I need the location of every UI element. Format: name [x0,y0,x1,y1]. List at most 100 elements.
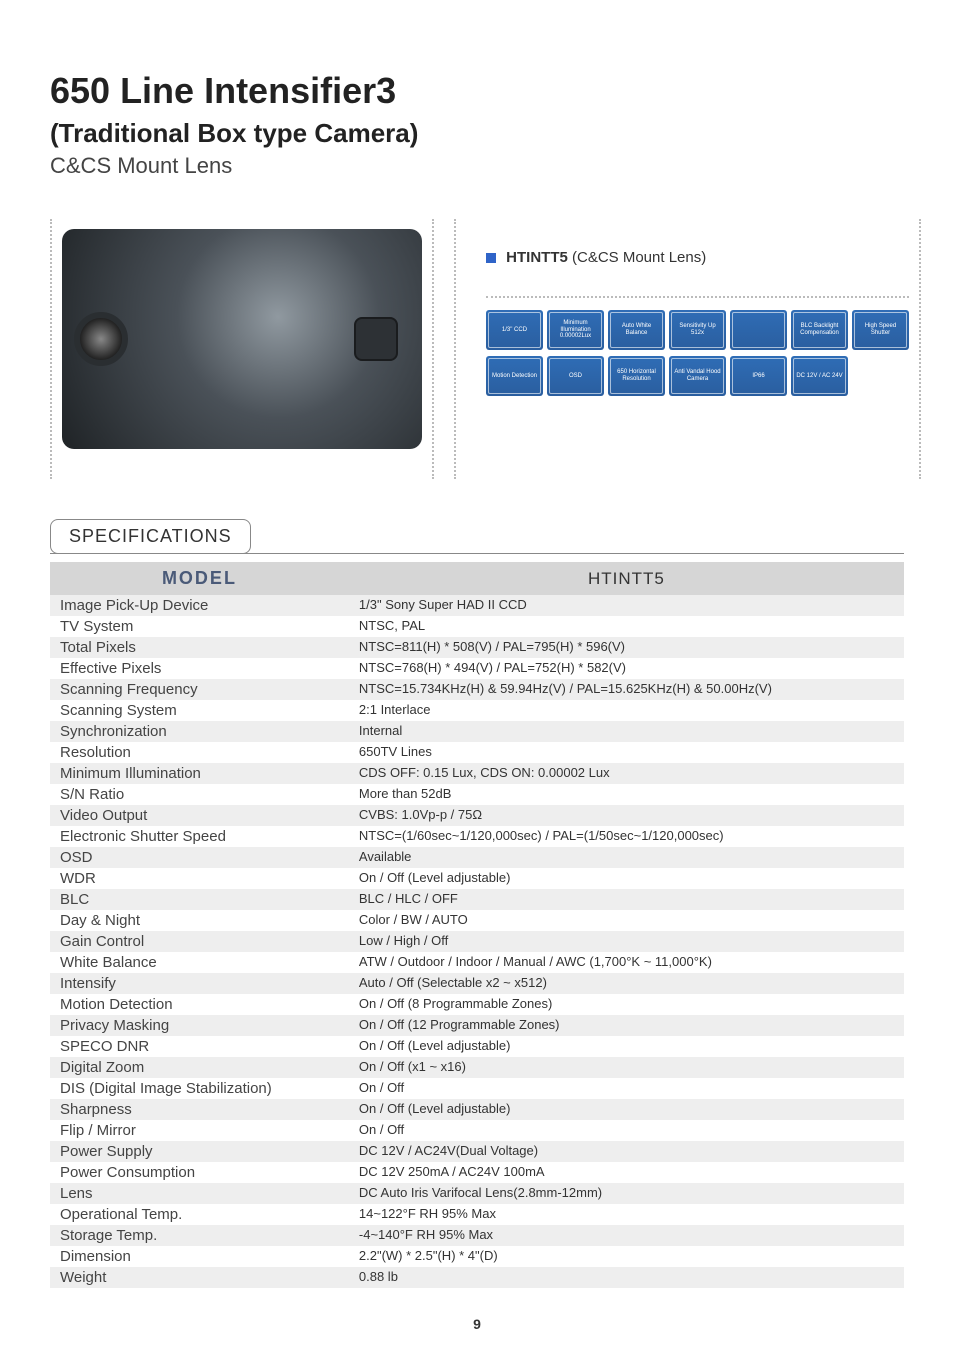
table-row: Scanning System2:1 Interlace [50,700,904,721]
spec-label: Intensify [50,973,349,994]
spec-value: 14~122°F RH 95% Max [349,1204,904,1225]
table-row: Image Pick-Up Device1/3" Sony Super HAD … [50,595,904,616]
table-row: Video OutputCVBS: 1.0Vp-p / 75Ω [50,805,904,826]
table-row: Power SupplyDC 12V / AC24V(Dual Voltage) [50,1141,904,1162]
table-row: Operational Temp.14~122°F RH 95% Max [50,1204,904,1225]
hero-section: HTINTT5 (C&CS Mount Lens) 1/3" CCDMinimu… [50,219,904,479]
product-info-panel: HTINTT5 (C&CS Mount Lens) 1/3" CCDMinimu… [454,219,921,479]
spec-value: 2:1 Interlace [349,700,904,721]
spec-label: Scanning System [50,700,349,721]
spec-label: Privacy Masking [50,1015,349,1036]
spec-value: Available [349,847,904,868]
table-row: SharpnessOn / Off (Level adjustable) [50,1099,904,1120]
spec-model-value: HTINTT5 [349,562,904,595]
spec-value: On / Off (Level adjustable) [349,868,904,889]
spec-label: Resolution [50,742,349,763]
spec-label: Storage Temp. [50,1225,349,1246]
spec-label: Flip / Mirror [50,1120,349,1141]
feature-badge-grid: 1/3" CCDMinimum Illumination 0.00002Lux A… [486,310,909,396]
feature-badge: Sensitivity Up 512x [669,310,726,350]
spec-value: NTSC=768(H) * 494(V) / PAL=752(H) * 582(… [349,658,904,679]
table-row: DIS (Digital Image Stabilization)On / Of… [50,1078,904,1099]
camera-lens-icon [74,312,128,366]
spec-value: DC 12V / AC24V(Dual Voltage) [349,1141,904,1162]
camera-image-placeholder [62,229,422,449]
feature-badge [730,310,787,350]
spec-table: MODEL HTINTT5 Image Pick-Up Device1/3" S… [50,562,904,1288]
table-row: Power ConsumptionDC 12V 250mA / AC24V 10… [50,1162,904,1183]
model-code: HTINTT5 [506,249,568,266]
spec-value: On / Off (8 Programmable Zones) [349,994,904,1015]
model-suffix: (C&CS Mount Lens) [568,249,706,266]
spec-value: On / Off (x1 ~ x16) [349,1057,904,1078]
accent-square-icon [486,253,496,263]
feature-badge: BLC Backlight Compensation [791,310,848,350]
feature-badge: DC 12V / AC 24V [791,356,848,396]
table-row: Total PixelsNTSC=811(H) * 508(V) / PAL=7… [50,637,904,658]
feature-badge-row-2: Motion DetectionOSD650 Horizontal Resolu… [486,356,909,396]
spec-label: Weight [50,1267,349,1288]
spec-label: Dimension [50,1246,349,1267]
feature-badge: Minimum Illumination 0.00002Lux [547,310,604,350]
spec-value: On / Off (Level adjustable) [349,1036,904,1057]
spec-value: 0.88 lb [349,1267,904,1288]
table-row: LensDC Auto Iris Varifocal Lens(2.8mm-12… [50,1183,904,1204]
spec-label: White Balance [50,952,349,973]
dotted-divider [486,296,909,298]
spec-label: Lens [50,1183,349,1204]
table-row: IntensifyAuto / Off (Selectable x2 ~ x51… [50,973,904,994]
spec-label: Day & Night [50,910,349,931]
feature-badge: OSD [547,356,604,396]
spec-label: DIS (Digital Image Stabilization) [50,1078,349,1099]
spec-label: Image Pick-Up Device [50,595,349,616]
spec-label: TV System [50,616,349,637]
spec-label: Power Consumption [50,1162,349,1183]
feature-badge-row-1: 1/3" CCDMinimum Illumination 0.00002LuxA… [486,310,909,350]
spec-label: OSD [50,847,349,868]
table-row: Weight0.88 lb [50,1267,904,1288]
spec-value: -4~140°F RH 95% Max [349,1225,904,1246]
spec-value: ATW / Outdoor / Indoor / Manual / AWC (1… [349,952,904,973]
feature-badge: 1/3" CCD [486,310,543,350]
spec-section-title: SPECIFICATIONS [69,526,232,546]
table-row: BLCBLC / HLC / OFF [50,889,904,910]
spec-label: Video Output [50,805,349,826]
table-row: SynchronizationInternal [50,721,904,742]
spec-label: BLC [50,889,349,910]
spec-value: DC Auto Iris Varifocal Lens(2.8mm-12mm) [349,1183,904,1204]
spec-value: Internal [349,721,904,742]
table-row: Resolution650TV Lines [50,742,904,763]
spec-label: Effective Pixels [50,658,349,679]
model-label: HTINTT5 (C&CS Mount Lens) [486,249,909,266]
spec-label: Digital Zoom [50,1057,349,1078]
table-row: Dimension2.2"(W) * 2.5"(H) * 4"(D) [50,1246,904,1267]
table-row: SPECO DNROn / Off (Level adjustable) [50,1036,904,1057]
spec-value: DC 12V 250mA / AC24V 100mA [349,1162,904,1183]
spec-value: NTSC, PAL [349,616,904,637]
camera-badge-icon [354,317,398,361]
spec-label: Minimum Illumination [50,763,349,784]
spec-label: Operational Temp. [50,1204,349,1225]
spec-value: NTSC=15.734KHz(H) & 59.94Hz(V) / PAL=15.… [349,679,904,700]
lens-line: C&CS Mount Lens [50,153,904,179]
spec-value: 650TV Lines [349,742,904,763]
table-row: White BalanceATW / Outdoor / Indoor / Ma… [50,952,904,973]
spec-value: Low / High / Off [349,931,904,952]
table-row: Minimum IlluminationCDS OFF: 0.15 Lux, C… [50,763,904,784]
table-row: OSDAvailable [50,847,904,868]
table-row: Flip / MirrorOn / Off [50,1120,904,1141]
spec-value: NTSC=(1/60sec~1/120,000sec) / PAL=(1/50s… [349,826,904,847]
spec-label: Electronic Shutter Speed [50,826,349,847]
feature-badge: 650 Horizontal Resolution [608,356,665,396]
page-number: 9 [473,1316,481,1332]
product-image-panel [50,219,434,479]
page-title: 650 Line Intensifier3 [50,70,904,112]
feature-badge: IP66 [730,356,787,396]
table-row: Motion DetectionOn / Off (8 Programmable… [50,994,904,1015]
spec-model-header: MODEL [50,562,349,595]
spec-value: On / Off (12 Programmable Zones) [349,1015,904,1036]
feature-badge: Anti Vandal Hood Camera [669,356,726,396]
spec-value: Auto / Off (Selectable x2 ~ x512) [349,973,904,994]
spec-label: Synchronization [50,721,349,742]
table-row: TV SystemNTSC, PAL [50,616,904,637]
